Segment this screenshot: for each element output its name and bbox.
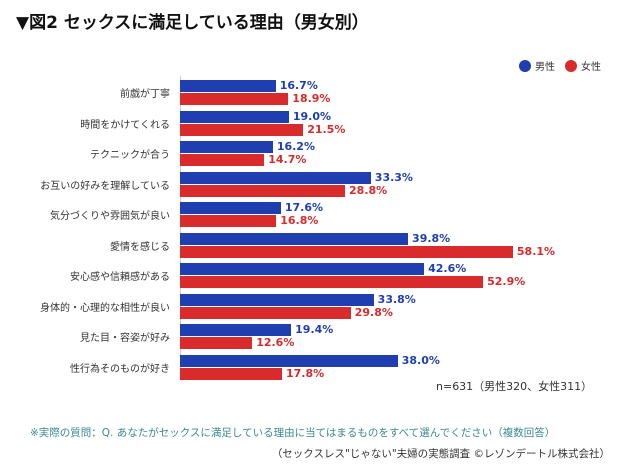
female-value-label: 28.8%	[349, 183, 388, 197]
female-bar	[180, 123, 304, 136]
male-value-label: 19.0%	[292, 109, 332, 123]
male-value-label: 38.0%	[401, 353, 440, 367]
female-bar	[180, 154, 265, 166]
legend-female-label: 女性	[581, 62, 601, 73]
male-bar	[180, 324, 292, 336]
female-value-label: 21.5%	[307, 122, 346, 136]
category-label: 身体的・心理的な相性が良い	[40, 302, 170, 314]
male-value-label: 42.6%	[428, 262, 467, 275]
legend-male-label: 男性	[535, 62, 555, 73]
female-bar	[180, 306, 351, 319]
category-label: 見た目・容姿が好み	[80, 333, 170, 344]
male-bar	[180, 110, 289, 123]
question-note: ※実際の質問：Q. あなたがセックスに満足している理由に当てはまるものをすべて選…	[30, 427, 556, 439]
legend: 男性 女性	[519, 58, 601, 73]
male-value-label: 17.6%	[284, 201, 324, 214]
female-value-label: 16.8%	[280, 214, 319, 227]
female-value-label: 52.9%	[487, 275, 526, 288]
category-label: 気分づくりや雰囲気が良い	[50, 211, 170, 222]
category-label: テクニックが合う	[90, 150, 170, 161]
female-value-label: 14.7%	[268, 153, 307, 166]
category-label: 時間をかけてくれる	[80, 119, 170, 131]
male-bar	[180, 202, 281, 214]
female-value-label: 29.8%	[354, 305, 393, 319]
category-label: お互いの好みを理解している	[40, 180, 170, 192]
female-bar	[180, 245, 513, 258]
female-value-label: 18.9%	[292, 92, 331, 105]
female-bar	[180, 276, 484, 288]
male-value-label: 16.2%	[276, 140, 315, 153]
legend-female-swatch	[565, 59, 577, 72]
male-bar	[180, 232, 409, 245]
male-bar	[180, 263, 425, 275]
male-value-label: 39.8%	[412, 231, 451, 245]
chart-title: ▼図2 セックスに満足している理由（男女別）	[16, 13, 369, 33]
source-note: （セックスレス"じゃない"夫婦の実態調査 ©レゾンデートル株式会社）	[271, 448, 610, 460]
female-value-label: 58.1%	[516, 244, 556, 258]
sample-size-note: n=631（男性320、女性311）	[436, 380, 593, 393]
male-bar	[180, 171, 371, 184]
male-value-label: 33.8%	[377, 292, 416, 306]
category-label: 安心感や信頼感がある	[70, 272, 170, 283]
male-bar	[180, 80, 276, 92]
male-bar	[180, 293, 374, 306]
female-bar	[180, 184, 346, 197]
category-label: 愛情を感じる	[110, 241, 170, 253]
category-label: 性行為そのものが好き	[70, 363, 170, 375]
male-value-label: 33.3%	[374, 170, 413, 184]
female-bar	[180, 337, 253, 349]
female-bar	[180, 215, 277, 227]
female-bar	[180, 367, 282, 380]
female-bar	[180, 93, 289, 105]
male-value-label: 16.7%	[279, 79, 318, 92]
legend-male-swatch	[519, 59, 531, 72]
category-label: 前戯が丁寧	[120, 89, 170, 100]
female-value-label: 17.8%	[285, 366, 325, 380]
female-value-label: 12.6%	[256, 336, 295, 349]
male-bar	[180, 141, 273, 153]
male-value-label: 19.4%	[295, 323, 334, 336]
male-bar	[180, 354, 398, 367]
